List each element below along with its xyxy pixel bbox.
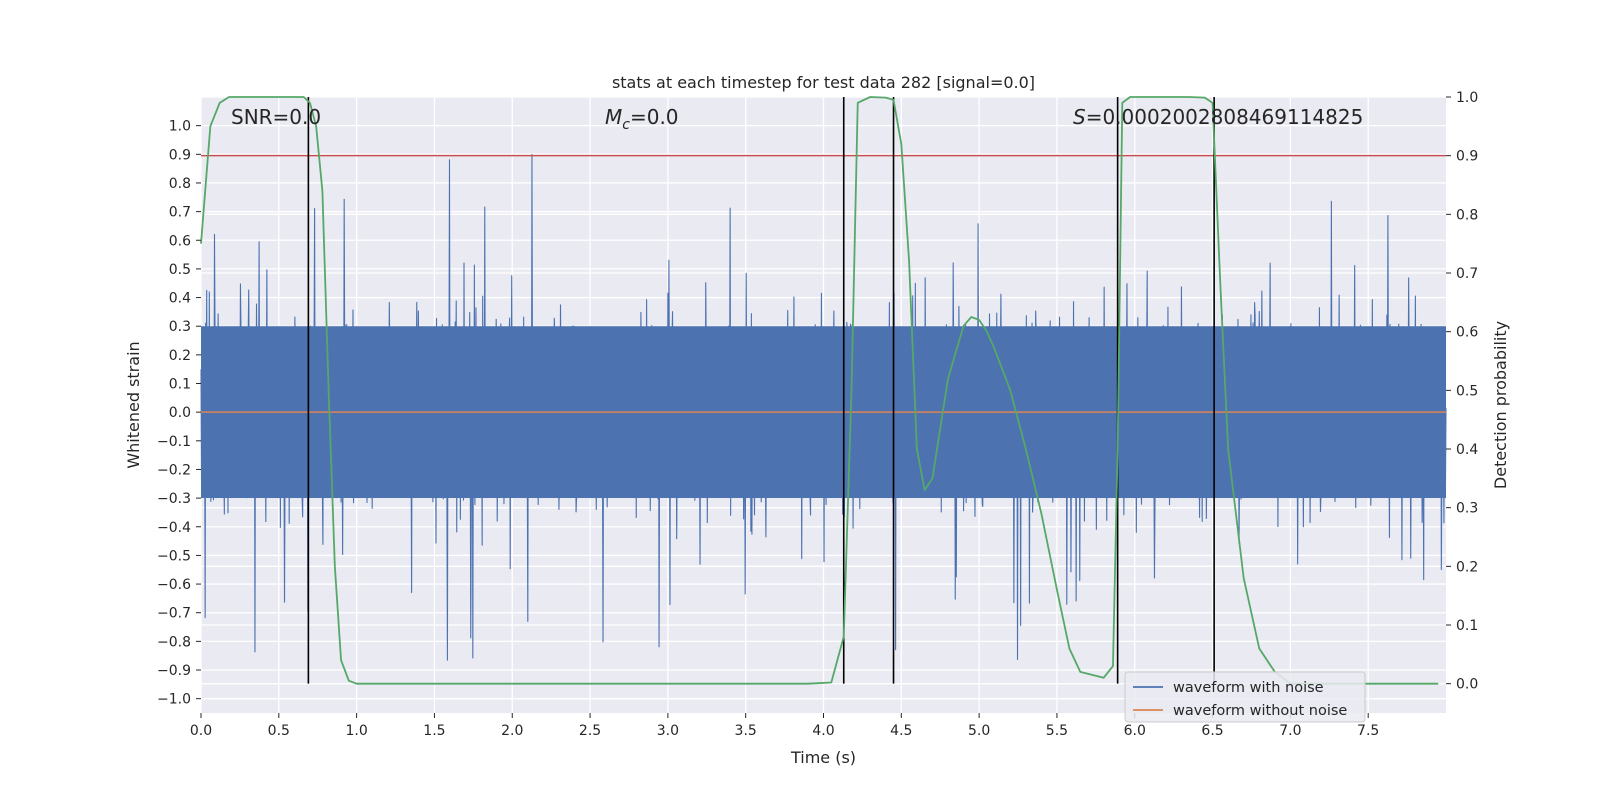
y-right-tick-label: 0.0: [1456, 677, 1478, 693]
y-right-tick-label: 1.0: [1456, 90, 1478, 106]
overlays: [200, 96, 1446, 685]
y-left-tick-label: 0.3: [169, 319, 191, 335]
x-tick-label: 3.5: [735, 723, 757, 739]
x-tick-label: 1.5: [423, 723, 445, 739]
legend-box: [1124, 671, 1366, 723]
y-right-tick-label: 0.7: [1456, 266, 1478, 282]
x-tick-label: 4.0: [812, 723, 834, 739]
y-right-tick-label: 0.5: [1456, 383, 1478, 399]
y-left-tick-label: 0.9: [169, 147, 191, 163]
x-tick-label: 6.0: [1124, 723, 1146, 739]
y-left-tick-label: 0.0: [169, 405, 191, 421]
x-tick-label: 1.0: [345, 723, 367, 739]
y-left-tick-label: −0.8: [157, 634, 191, 650]
x-tick-label: 5.0: [968, 723, 990, 739]
chart-title: stats at each timestep for test data 282…: [612, 73, 1035, 92]
y-left-tick-label: −0.3: [157, 491, 191, 507]
legend-label: waveform with noise: [1173, 680, 1324, 696]
x-tick-label: 2.5: [579, 723, 601, 739]
x-axis-title: Time (s): [790, 748, 856, 767]
y-left-tick-label: 0.4: [169, 291, 191, 307]
y-left-tick-label: 0.6: [169, 233, 191, 249]
y-left-tick-label: −0.2: [157, 462, 191, 478]
y-left-tick-label: −1.0: [157, 692, 191, 708]
y-left-tick-label: −0.5: [157, 548, 191, 564]
y-left-tick-label: 0.8: [169, 176, 191, 192]
legend: waveform with noise waveform without nois…: [1124, 671, 1366, 723]
y-right-tick-label: 0.3: [1456, 501, 1478, 517]
y-right-tick-label: 0.1: [1456, 618, 1478, 634]
mc-subscript: c: [622, 117, 630, 133]
snr-annotation: SNR=0.0: [231, 105, 321, 129]
x-tick-label: 5.5: [1046, 723, 1068, 739]
s-value: =0.0002002808469114825: [1086, 105, 1364, 129]
y-left-tick-label: −0.6: [157, 577, 191, 593]
y-left-tick-label: −0.7: [157, 606, 191, 622]
y-axis-left-title: Whitened strain: [124, 341, 143, 468]
x-tick-label: 3.0: [657, 723, 679, 739]
y-left-tick-label: 0.5: [169, 262, 191, 278]
y-left-tick-label: −0.1: [157, 434, 191, 450]
x-tick-label: 2.0: [501, 723, 523, 739]
mc-value: =0.0: [630, 105, 679, 129]
x-tick-label: 7.0: [1279, 723, 1301, 739]
x-tick-label: 4.5: [890, 723, 912, 739]
s-annotation: S=0.0002002808469114825: [1073, 105, 1363, 129]
y-axis-right-title: Detection probability: [1491, 321, 1510, 489]
y-left-tick-label: 0.2: [169, 348, 191, 364]
chirp-mass-annotation: Mc=0.0: [605, 105, 679, 133]
y-right-tick-label: 0.6: [1456, 325, 1478, 341]
axes: 0.0 0.5 1.0 1.5 2.0 2.5 3.0 3.5 4.0 4.5 5.0 5.5 6.0 6…: [157, 90, 1478, 739]
x-tick-label: 0.0: [190, 723, 212, 739]
detection-probability-line: [200, 96, 1439, 685]
mc-symbol: M: [605, 105, 622, 129]
y-right-tick-label: 0.8: [1456, 207, 1478, 223]
y-right-tick-label: 0.4: [1456, 442, 1478, 458]
y-left-tick-label: −0.9: [157, 663, 191, 679]
x-tick-label: 7.5: [1357, 723, 1379, 739]
y-left-tick-label: 0.7: [169, 205, 191, 221]
x-tick-label: 0.5: [268, 723, 290, 739]
s-symbol: S: [1073, 105, 1086, 129]
y-left-tick-label: −0.4: [157, 520, 191, 536]
y-left-tick-label: 0.1: [169, 377, 191, 393]
y-right-tick-label: 0.9: [1456, 149, 1478, 165]
legend-label: waveform without noise: [1173, 703, 1347, 719]
y-right-tick-label: 0.2: [1456, 559, 1478, 575]
x-tick-label: 6.5: [1201, 723, 1223, 739]
y-left-tick-label: 1.0: [169, 119, 191, 135]
